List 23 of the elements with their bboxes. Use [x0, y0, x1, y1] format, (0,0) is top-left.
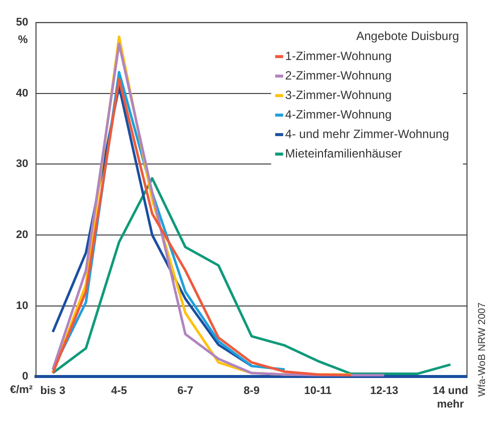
x-tick-label: 10-11	[304, 385, 332, 398]
text: Wfa-WoB NRW 2007	[476, 302, 488, 397]
legend-label: Mieteinfamilienhäuser	[285, 146, 402, 160]
legend-label: 4- und mehr Zimmer-Wohnung	[285, 126, 450, 141]
legend-label: 1-Zimmer-Wohnung	[285, 48, 392, 63]
x-tick-label: bis 3	[40, 385, 66, 398]
y-tick-label: 40	[16, 87, 28, 100]
y-tick-label: 20	[16, 229, 28, 242]
x-tick-label: 14 und mehr	[432, 385, 468, 410]
legend-label: 3-Zimmer-Wohnung	[285, 88, 392, 102]
x-axis-title: €/m²	[10, 384, 33, 396]
x-tick-label: 12-13	[370, 385, 398, 398]
legend-label: 2-Zimmer-Wohnung	[285, 68, 392, 82]
x-tick-label: 6-7	[177, 385, 194, 398]
legend-label: 4-Zimmer-Wohnung	[285, 107, 392, 122]
y-tick-label: 30	[16, 158, 28, 170]
legend-title: Angebote Duisburg	[356, 28, 459, 43]
y-tick-label: 10	[16, 300, 28, 312]
x-tick-label: 8-9	[244, 385, 260, 398]
x-tick-label: 4-5	[111, 385, 128, 398]
y-tick-label: 0	[22, 370, 28, 383]
y-axis-title: %	[18, 34, 28, 46]
y-tick-label: 50	[16, 16, 28, 29]
